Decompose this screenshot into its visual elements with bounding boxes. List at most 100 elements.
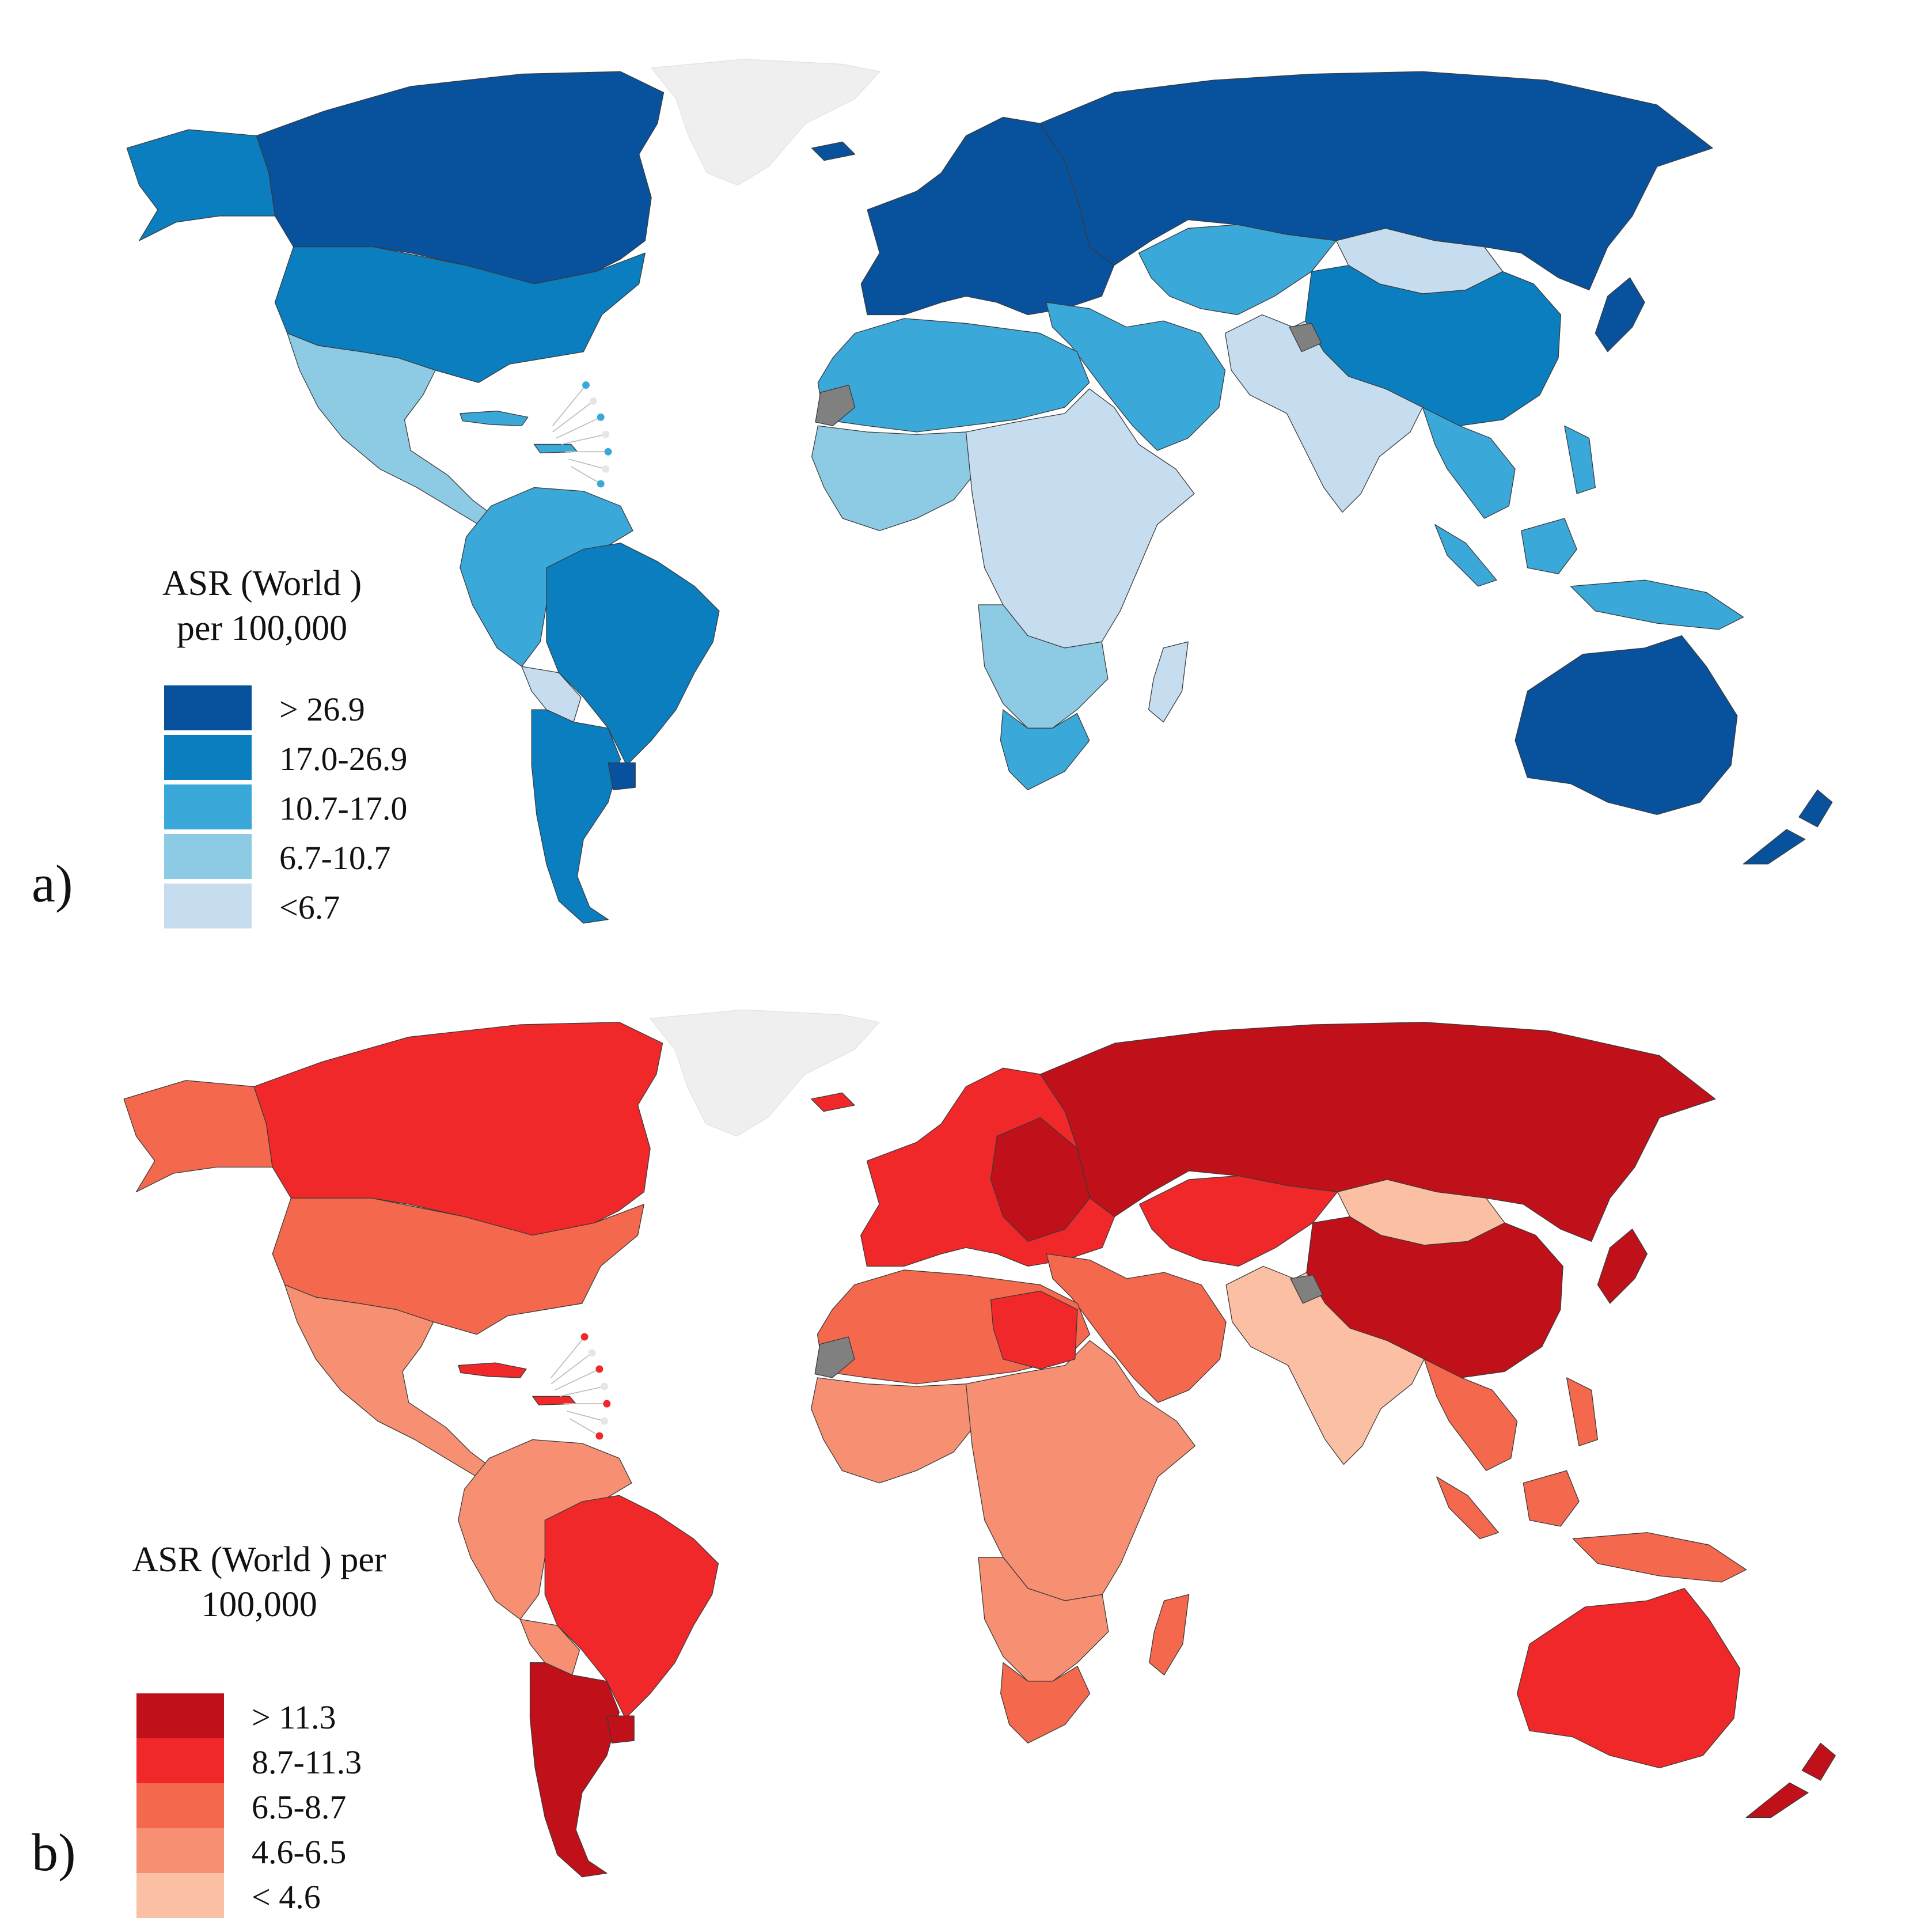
legend-swatch [164, 884, 252, 928]
region-japan [1595, 277, 1645, 352]
island-marker [580, 1333, 589, 1341]
island-marker [589, 397, 597, 405]
region-japan [1597, 1229, 1648, 1304]
region-south-asia [1224, 314, 1423, 513]
island-callout-line [569, 1418, 600, 1436]
legend-title-line2: 100,000 [201, 1585, 317, 1624]
island-marker [603, 1400, 611, 1408]
legend-label: 4.6-6.5 [252, 1833, 347, 1871]
legend-title-line1: ASR (World ) [162, 564, 362, 603]
region-brazil [546, 543, 720, 766]
region-kashmir [1289, 323, 1322, 352]
island-callout-line [561, 434, 606, 445]
panel-label-b: b) [32, 1823, 76, 1882]
legend-title: ASR (World ) per 100,000 [141, 562, 383, 651]
legend-label: < 4.6 [252, 1878, 321, 1916]
region-uruguay [606, 1715, 635, 1744]
region-libya [990, 1290, 1078, 1370]
region-mexico-central-america [284, 1284, 496, 1477]
island-callout-line [568, 458, 606, 470]
legend-swatch [164, 735, 252, 780]
region-western-sahara [814, 1336, 855, 1378]
island-callout-line [567, 1411, 605, 1422]
region-alaska [123, 1080, 273, 1193]
world-map-b [123, 1009, 1836, 1878]
island-marker [597, 413, 605, 421]
legend-title: ASR (World ) per 100,000 [115, 1538, 403, 1627]
region-mexico-central-america [287, 332, 498, 525]
panel-label-a: a) [32, 854, 73, 913]
region-kashmir [1290, 1274, 1323, 1304]
island-callout-line [552, 385, 587, 426]
island-marker [601, 1417, 608, 1425]
region-eastern-europe [990, 1117, 1091, 1242]
region-australia [1516, 1587, 1741, 1769]
island-callout-line [571, 466, 601, 484]
region-australia [1515, 635, 1738, 815]
region-southern-cone [529, 1662, 620, 1878]
legend-label: 6.5-8.7 [252, 1788, 347, 1826]
island-callout-line [551, 1352, 593, 1385]
region-west-africa [811, 1377, 979, 1484]
legend-swatch [164, 784, 252, 829]
legend-swatch [136, 1738, 224, 1783]
region-uruguay [608, 762, 636, 791]
region-brazil [544, 1495, 719, 1719]
legend-label: <6.7 [279, 889, 340, 926]
region-southern-africa [978, 604, 1109, 729]
region-southeast-asia [1422, 407, 1744, 630]
island-callout-line [556, 416, 601, 439]
island-marker [582, 381, 590, 389]
island-callout-line [551, 1336, 585, 1378]
region-north-africa [817, 318, 1090, 433]
region-southern-cone [531, 709, 621, 924]
legend-swatch [164, 834, 252, 879]
island-callout-line [555, 1369, 600, 1391]
legend-label: 10.7-17.0 [279, 790, 408, 827]
island-marker [597, 480, 605, 488]
legend-label: > 11.3 [252, 1699, 336, 1736]
region-madagascar [1149, 1594, 1190, 1676]
region-greenland [651, 59, 880, 186]
legend-swatch [136, 1693, 224, 1738]
region-central-asia [1138, 224, 1337, 316]
region-madagascar [1148, 641, 1189, 723]
legend-swatch [136, 1828, 224, 1873]
region-southern-africa [978, 1557, 1109, 1682]
region-russia [1039, 1022, 1716, 1242]
island-marker [604, 448, 612, 456]
region-east-central-africa [965, 1340, 1196, 1601]
region-russia [1039, 71, 1713, 291]
map-panel-b: ASR (World ) per 100,000 > 11.3 8.7-11.3 6… [0, 950, 1932, 1918]
legend-title-line1: ASR (World ) per [132, 1540, 386, 1579]
region-iceland [811, 1092, 855, 1112]
legend-swatch [136, 1783, 224, 1828]
island-marker [588, 1349, 596, 1357]
region-south-africa [1000, 709, 1090, 791]
region-greenland [650, 1009, 880, 1137]
island-marker [595, 1432, 603, 1440]
island-marker [601, 1382, 608, 1390]
region-new-zealand [1743, 789, 1833, 865]
region-alaska [126, 129, 276, 241]
region-new-zealand [1745, 1742, 1836, 1818]
island-marker [602, 465, 610, 473]
legend-label: 17.0-26.9 [279, 740, 408, 778]
region-east-central-africa [965, 388, 1195, 649]
region-west-africa [811, 425, 979, 532]
region-iceland [811, 141, 856, 161]
legend-title-line2: per 100,000 [176, 608, 348, 648]
legend-label: 8.7-11.3 [252, 1743, 362, 1781]
island-callout-line [552, 400, 594, 433]
legend-label: 6.7-10.7 [279, 839, 391, 877]
world-map-a [126, 59, 1833, 924]
island-marker [595, 1365, 603, 1373]
island-callout-line [559, 1386, 605, 1397]
legend-swatch [164, 685, 252, 730]
island-marker [602, 430, 610, 438]
region-south-africa [1000, 1662, 1091, 1744]
region-central-asia [1138, 1175, 1338, 1267]
region-europe [860, 116, 1115, 316]
legend-swatch [136, 1873, 224, 1918]
legend-label: > 26.9 [279, 691, 365, 728]
